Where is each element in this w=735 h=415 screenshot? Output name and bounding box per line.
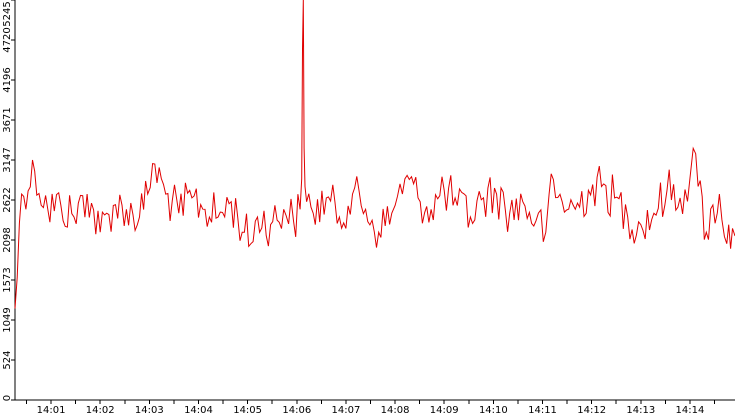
x-tick-label: 14:13 — [626, 405, 655, 415]
y-tick-label: 2622 — [2, 187, 13, 212]
y-tick-label: 4720 — [2, 27, 13, 52]
x-tick-label: 14:09 — [430, 405, 459, 415]
y-tick-label: 1573 — [2, 267, 13, 292]
x-tick-label: 14:10 — [479, 405, 508, 415]
x-tick-label: 14:14 — [676, 405, 705, 415]
y-tick-label: 1049 — [2, 307, 13, 332]
y-tick-label: 3147 — [2, 147, 13, 172]
x-tick-label: 14:12 — [577, 405, 606, 415]
y-tick-label: 3671 — [2, 107, 13, 132]
series-layer — [14, 0, 735, 309]
x-tick-label: 14:08 — [381, 405, 410, 415]
x-tick-label: 14:05 — [233, 405, 262, 415]
x-tick-label: 14:11 — [528, 405, 557, 415]
x-tick-label: 14:01 — [37, 405, 66, 415]
x-axis: 14:01 14:02 14:03 14:04 14:05 14:06 14:07 14:08… — [15, 399, 735, 415]
y-tick-label: 524 — [2, 350, 13, 369]
x-tick-label: 14:04 — [184, 405, 213, 415]
y-tick-label: 0 — [2, 395, 13, 401]
x-tick-label: 14:03 — [135, 405, 164, 415]
x-tick-label: 14:07 — [332, 405, 361, 415]
y-tick-label: 5245 — [2, 1, 13, 26]
y-tick-label: 4196 — [2, 67, 13, 92]
series-line — [14, 0, 735, 309]
x-tick-label: 14:02 — [86, 405, 115, 415]
x-tick-label: 14:06 — [282, 405, 311, 415]
y-tick-label: 2098 — [2, 227, 13, 252]
